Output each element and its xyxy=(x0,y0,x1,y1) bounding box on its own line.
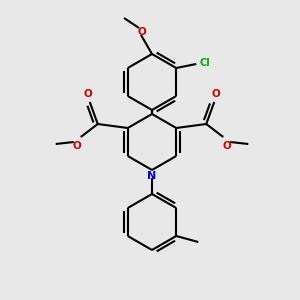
Text: O: O xyxy=(83,89,92,99)
Text: Cl: Cl xyxy=(199,58,210,68)
Text: O: O xyxy=(72,141,81,151)
Text: N: N xyxy=(147,171,157,181)
Text: O: O xyxy=(223,141,232,151)
Text: O: O xyxy=(212,89,220,99)
Text: O: O xyxy=(138,27,146,37)
